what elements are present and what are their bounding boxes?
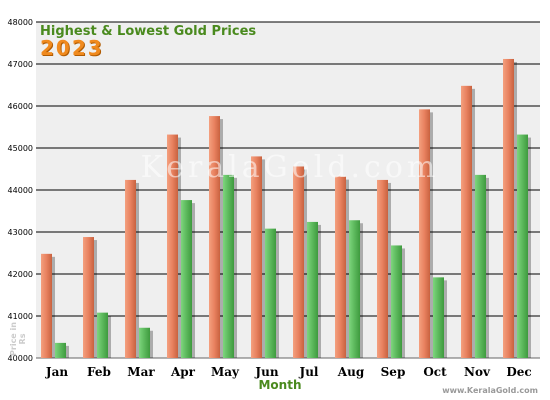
bar-high [293,166,304,358]
bar-high [419,109,430,358]
x-tick-label: Jul [299,365,319,379]
y-tick-label: 44000 [8,186,33,195]
bar-high [167,134,178,358]
y-tick-label: 47000 [8,60,33,69]
bar-high [41,253,52,358]
y-axis-label: Price in Rs [9,322,27,356]
x-tick-label: Oct [423,365,447,379]
bar-low [139,327,150,358]
x-tick-label: Dec [506,365,531,379]
x-tick-label: Apr [170,365,196,379]
y-tick-label: 45000 [8,144,33,153]
bar-low [181,200,192,358]
x-tick-label: Jan [45,365,68,379]
bar-high [503,58,514,359]
x-tick-labels: Jan Feb Mar Apr May Jun Jul Aug Sep Oct Nov Dec [45,365,532,379]
x-tick-label: Jun [254,365,278,379]
x-axis-label: Month [258,378,302,392]
x-tick-label: Feb [87,365,111,379]
y-tick-label: 43000 [8,228,33,237]
chart-subtitle-year: 2023 [40,36,104,60]
bar-low [97,312,108,358]
footer-url: www.KeralaGold.com [442,386,538,395]
bar-low [349,220,360,358]
bar-high [125,179,136,358]
bar-low [265,228,276,358]
x-tick-label: Mar [127,365,155,379]
y-tick-label: 42000 [8,270,33,279]
y-tick-labels: 40000 41000 42000 43000 44000 45000 46000 47000… [8,18,33,363]
bar-high [209,116,220,358]
bar-low [433,277,444,358]
x-tick-label: Nov [464,365,491,379]
bar-high [377,179,388,358]
y-tick-label: 48000 [8,18,33,27]
grid-lines [36,21,540,359]
chart-title: Highest & Lowest Gold Prices [40,24,257,39]
bar-low [517,134,528,358]
x-tick-label: May [211,365,240,379]
bar-high [461,85,472,358]
bar-high [251,156,262,358]
bar-low [223,174,234,358]
y-tick-label: 46000 [8,102,33,111]
bar-low [55,342,66,358]
x-tick-label: Sep [381,365,406,379]
bar-high [335,176,346,358]
bar-high [83,237,94,358]
x-tick-label: Aug [337,365,365,379]
bar-low [391,245,402,358]
y-tick-label: 41000 [8,312,33,321]
bar-low [475,174,486,358]
bar-low [307,221,318,358]
watermark: KeralaGold.com [140,150,440,185]
y-tick-label: 40000 [8,354,33,363]
bars [41,58,531,359]
